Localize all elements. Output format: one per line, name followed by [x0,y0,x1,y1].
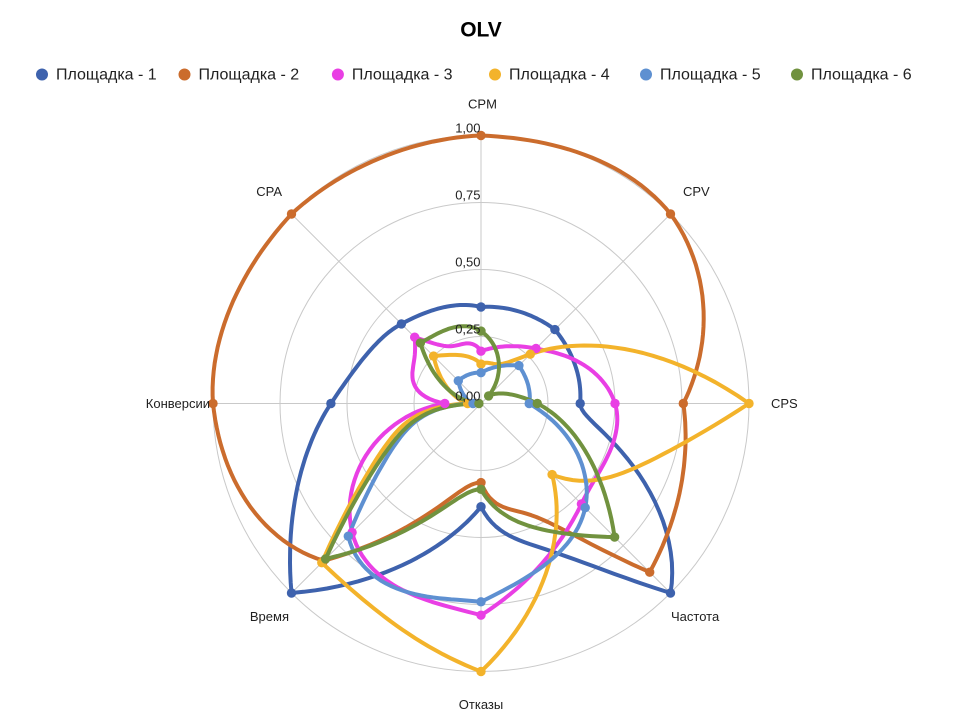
svg-text:CPS: CPS [771,396,798,411]
svg-text:0,25: 0,25 [455,322,480,337]
svg-text:Площадка - 5: Площадка - 5 [660,67,761,84]
svg-text:Время: Время [250,609,289,624]
svg-text:1,00: 1,00 [455,121,480,136]
svg-text:Площадка - 1: Площадка - 1 [56,67,157,84]
svg-text:Частота: Частота [671,609,720,624]
svg-text:CPM: CPM [468,97,497,112]
svg-text:Площадка - 6: Площадка - 6 [811,67,912,84]
svg-text:Отказы: Отказы [459,697,503,712]
svg-text:Площадка - 3: Площадка - 3 [352,67,453,84]
svg-text:0,75: 0,75 [455,188,480,203]
svg-text:CPA: CPA [256,184,282,199]
svg-text:0,00: 0,00 [455,389,480,404]
svg-text:0,50: 0,50 [455,255,480,270]
svg-text:Конверсии: Конверсии [146,396,210,411]
svg-text:Площадка - 4: Площадка - 4 [509,67,610,84]
svg-text:CPV: CPV [683,184,710,199]
svg-text:Площадка - 2: Площадка - 2 [199,67,300,84]
svg-text:OLV: OLV [460,19,502,42]
